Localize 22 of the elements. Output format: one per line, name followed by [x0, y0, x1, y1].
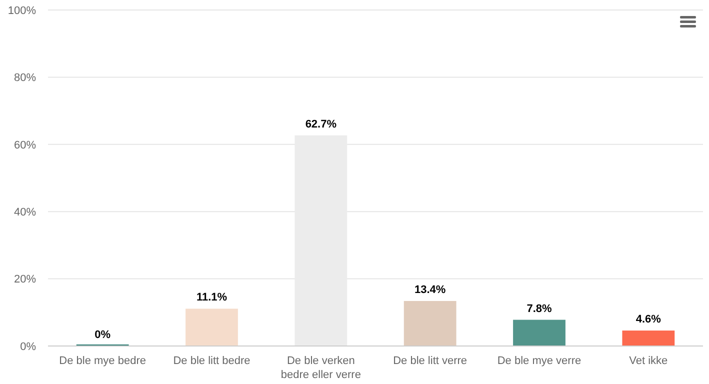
- x-tick-label: De ble mye bedre: [59, 355, 146, 367]
- bar: [186, 308, 238, 346]
- data-label: 62.7%: [305, 118, 337, 130]
- bar: [404, 300, 456, 346]
- y-tick-label: 20%: [14, 274, 36, 286]
- x-tick-label: De ble litt bedre: [173, 355, 250, 367]
- data-label: 0%: [94, 329, 111, 341]
- data-label: 11.1%: [196, 292, 228, 304]
- y-tick-label: 0%: [20, 340, 36, 353]
- y-tick-label: 100%: [8, 4, 36, 17]
- y-tick-label: 80%: [14, 72, 36, 84]
- x-tick-label: De ble mye verre: [497, 355, 582, 367]
- bar: [622, 330, 675, 346]
- bar: [513, 320, 566, 346]
- x-tick-label: Vet ikke: [629, 355, 668, 367]
- y-tick-label: 40%: [14, 206, 36, 218]
- x-tick-label: De ble litt verre: [393, 355, 468, 367]
- data-label: 7.8%: [526, 302, 552, 315]
- x-tick-label: De ble verken bedre eller verre: [280, 355, 361, 381]
- data-label: 4.6%: [636, 314, 662, 326]
- data-label: 13.4%: [414, 284, 446, 296]
- y-tick-label: 60%: [14, 139, 36, 152]
